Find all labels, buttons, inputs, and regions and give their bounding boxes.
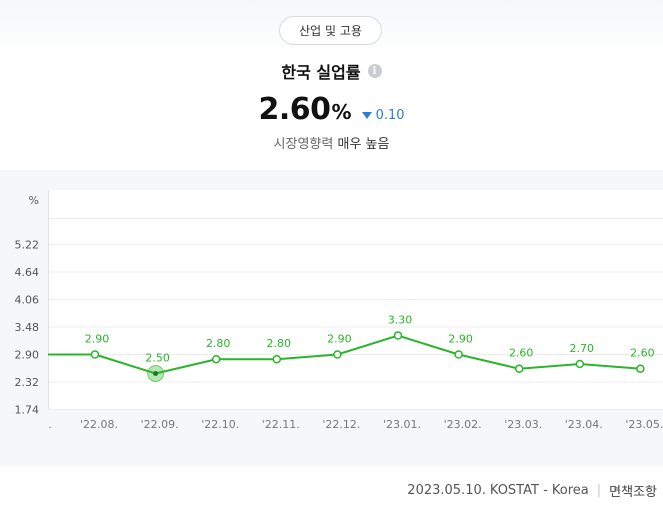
x-tick-label: '23.02. — [444, 418, 482, 431]
footer-separator: | — [596, 482, 602, 498]
data-point-marker — [393, 331, 403, 340]
x-tick-label: '23.03. — [504, 418, 542, 431]
x-tick-label: '23.05. — [625, 418, 663, 431]
data-point-marker — [90, 350, 100, 359]
y-tick-label: 4.06 — [15, 294, 40, 307]
x-tick-label-partial: . — [48, 418, 52, 431]
x-tick-label: '22.08. — [80, 418, 118, 431]
current-value: 2.60 — [258, 92, 331, 127]
info-icon[interactable]: i — [367, 64, 382, 78]
data-label: 2.50 — [145, 351, 170, 364]
change-value: 0.10 — [375, 108, 405, 123]
current-value-row: 2.60 % 0.10 — [0, 92, 663, 132]
data-label: 2.60 — [509, 347, 534, 360]
data-label: 2.90 — [85, 333, 110, 346]
impact-prefix: 시장영향력 — [273, 137, 334, 152]
y-tick-label: 1.74 — [15, 404, 40, 417]
x-tick-label: '22.09. — [141, 418, 179, 431]
footer-date: 2023.05.10. — [407, 482, 486, 498]
footer-country: Korea — [551, 482, 589, 498]
indicator-title-row: 한국 실업률 i — [0, 59, 663, 83]
x-tick-label: '23.01. — [383, 418, 421, 431]
y-tick-label: 2.32 — [15, 376, 40, 389]
x-tick-label: '23.04. — [565, 418, 603, 431]
data-point-marker — [211, 354, 221, 364]
y-tick-label: 2.90 — [15, 349, 40, 362]
change-indicator: 0.10 — [361, 108, 405, 123]
market-impact: 시장영향력 매우 높음 — [0, 133, 663, 152]
data-point-marker — [153, 370, 159, 376]
unemployment-line-chart[interactable]: 5.22 4.64 4.06 3.48 2.90 2.32 1.74%. '22.08. '22… — [0, 170, 663, 466]
y-tick-label: 5.22 — [15, 239, 40, 252]
y-axis-unit-label: % — [29, 194, 39, 207]
footer: 2023.05.10. KOSTAT - Korea | 면책조항 — [407, 482, 657, 500]
data-label: 2.90 — [327, 333, 352, 346]
triangle-down-icon — [361, 112, 372, 119]
y-tick-label: 4.64 — [15, 266, 40, 279]
footer-source: KOSTAT — [489, 482, 539, 498]
data-point-marker — [272, 354, 282, 364]
data-label: 2.80 — [206, 337, 231, 350]
disclaimer-link[interactable]: 면책조항 — [609, 484, 657, 500]
category-chip[interactable]: 산업 및 고용 — [279, 16, 382, 45]
y-tick-label: 3.48 — [15, 321, 40, 334]
value-unit: % — [331, 100, 352, 124]
x-tick-label: '22.10. — [201, 418, 239, 431]
data-label: 2.90 — [448, 333, 473, 346]
impact-level: 매우 높음 — [337, 137, 390, 152]
data-point-marker — [575, 359, 585, 369]
indicator-title: 한국 실업률 — [281, 63, 361, 82]
x-tick-label: '22.12. — [322, 418, 360, 431]
data-label: 2.70 — [570, 342, 595, 355]
data-label: 2.80 — [267, 337, 292, 350]
data-label: 2.60 — [630, 347, 655, 360]
data-point-marker — [636, 364, 645, 373]
data-point-marker — [454, 350, 463, 359]
data-point-marker — [514, 364, 524, 373]
data-label: 3.30 — [388, 314, 413, 327]
x-tick-label: '22.11. — [262, 418, 300, 431]
data-point-marker — [333, 350, 342, 359]
